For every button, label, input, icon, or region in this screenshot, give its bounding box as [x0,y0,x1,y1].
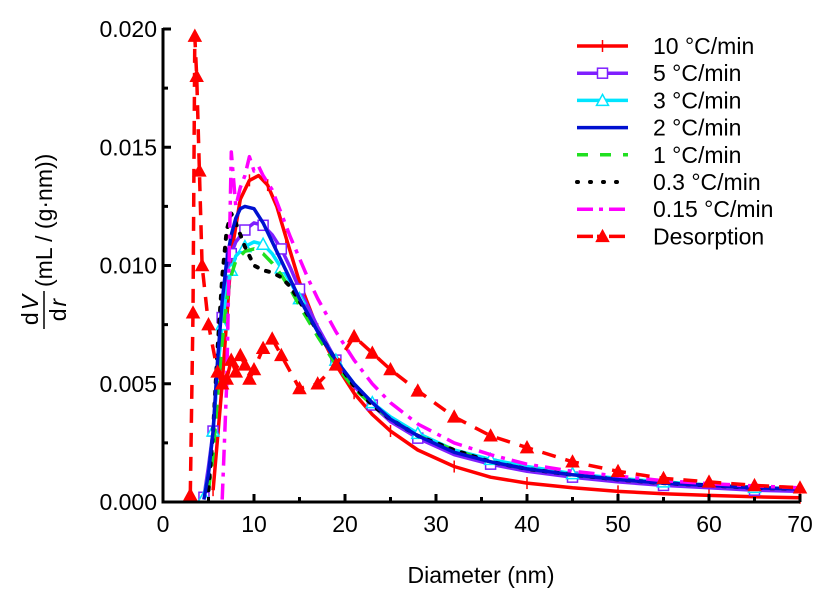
legend-item-0-3-c-min: 0.3 °C/min [575,169,761,195]
x-tick-label: 40 [514,511,540,537]
series-0-15-c-min-line [220,150,801,500]
series-0-3-c-min-line [206,211,802,493]
series-desorption-marker [274,347,289,362]
series-0-3-c-min [206,211,802,493]
series-desorption-marker [201,317,216,331]
series-desorption-marker [264,331,280,345]
series-2-c-min-line [202,204,801,500]
series-desorption-marker [194,257,210,272]
series-desorption-marker [483,428,498,442]
series-desorption-marker [237,357,253,371]
series-3-c-min-marker [255,236,271,250]
legend-item-desorption: Desorption [577,223,764,249]
series-desorption-marker [656,470,671,485]
series-desorption-marker [233,347,248,362]
x-tick-label: 10 [241,511,267,537]
series-desorption-marker [292,380,307,395]
series-2-c-min [202,204,801,500]
legend-label: 1 °C/min [653,142,741,168]
y-tick-label: 0.020 [99,16,157,42]
legend-item-1-c-min: 1 °C/min [577,142,741,168]
series-5-c-min-marker [239,224,251,236]
legend-item-desorption-marker [595,228,610,243]
y-axis-title-denominator: dr [45,297,71,321]
series-desorption-marker [446,409,462,423]
y-tick-label: 0.015 [99,134,157,160]
legend-item-5-c-min-marker [596,67,609,79]
series-desorption-marker [187,28,203,42]
y-axis-title-unit: (mL / (g·nm)) [31,154,57,287]
series-desorption-marker [383,361,398,376]
series-desorption-marker [792,480,808,494]
legend-label: 5 °C/min [653,60,741,86]
series-desorption-marker [565,454,580,468]
series-desorption-marker [365,345,380,359]
x-tick-label: 30 [423,511,449,537]
series-desorption-marker [328,357,344,371]
x-tick-label: 60 [696,511,722,537]
x-tick-label: 50 [605,511,631,537]
legend-item-0-15-c-min: 0.15 °C/min [577,196,773,222]
y-axis-title: dV dr (mL / (g·nm)) [17,154,71,329]
series-desorption-marker [310,376,325,390]
series-desorption-marker [519,440,535,454]
legend-label: Desorption [653,223,764,249]
legend-label: 2 °C/min [653,115,741,141]
legend-item-3-c-min: 3 °C/min [577,87,741,113]
series-desorption-marker [183,487,198,501]
legend-item-3-c-min-marker [595,92,610,107]
series-desorption-marker [228,364,244,378]
series-5-c-min-line [202,221,801,498]
legend-item-2-c-min: 2 °C/min [577,115,741,141]
series-desorption-marker [219,371,234,385]
series-desorption-marker [410,383,426,397]
series-desorption-marker [246,361,262,376]
y-axis-title-numerator-text: d [17,312,43,325]
series-desorption [183,28,808,501]
y-tick-label: 0.005 [99,371,157,397]
legend-label: 10 °C/min [653,33,754,59]
series-desorption-marker [255,340,271,355]
x-tick-label: 20 [332,511,358,537]
x-axis-title: Diameter (nm) [408,562,555,588]
y-axis-title-numerator: dV [17,292,43,325]
series-0-15-c-min [220,150,801,500]
series-desorption-marker [701,474,717,488]
x-tick-label: 0 [157,511,170,537]
series-desorption-marker [210,364,225,378]
series-desorption-marker [189,68,204,83]
legend-label: 3 °C/min [653,87,741,113]
series-desorption-marker [747,477,762,492]
ticks: 0 10 20 30 40 50 60 70 0.000 0.005 0.010 0.015 0.020 [99,16,812,537]
x-tick-label: 70 [787,511,813,537]
y-tick-label: 0.010 [99,253,157,279]
legend-item-10-c-min: 10 °C/min [577,33,754,59]
series-desorption-marker [192,163,207,177]
legend-item-5-c-min: 5 °C/min [577,60,741,86]
series-desorption-marker [610,463,626,478]
y-tick-label: 0.000 [99,489,157,515]
series-layer [183,28,808,504]
legend-label: 0.3 °C/min [653,169,761,195]
series-desorption-marker [185,305,201,319]
series-desorption-marker [346,328,362,343]
series-desorption-marker [242,371,257,385]
legend-label: 0.15 °C/min [653,196,773,222]
